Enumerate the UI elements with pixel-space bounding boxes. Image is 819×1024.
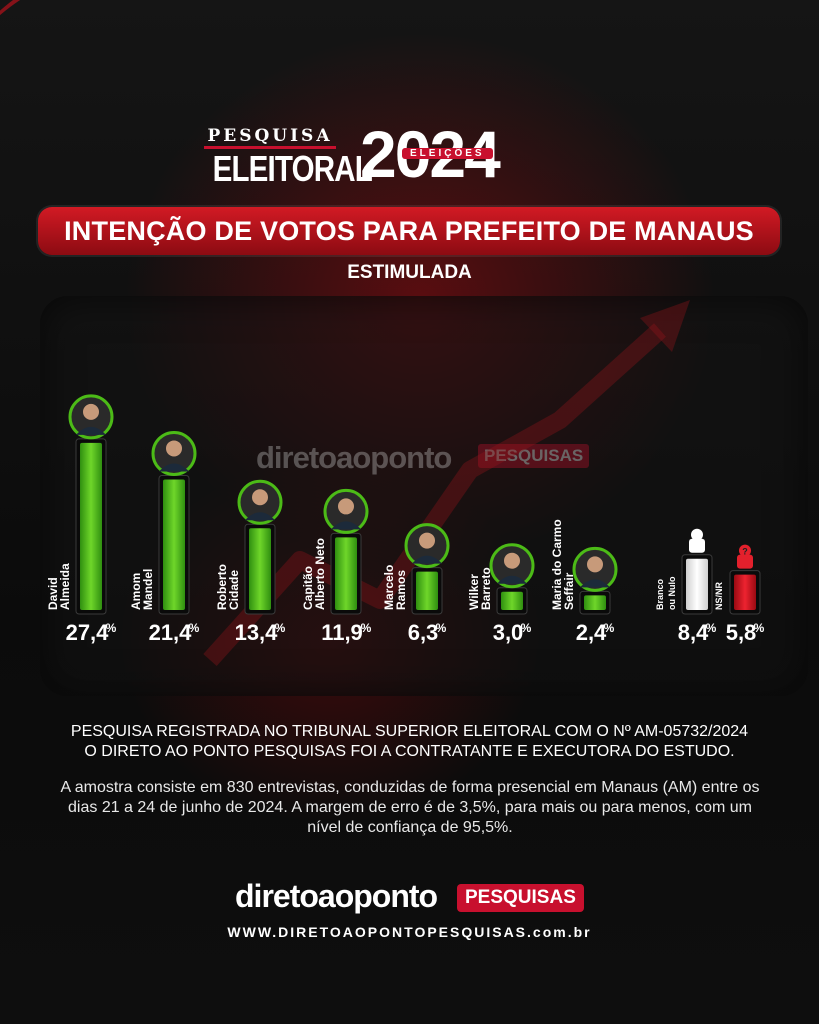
question-mark: ? bbox=[742, 547, 748, 557]
avatar-face bbox=[504, 552, 520, 569]
candidate-name-label: Barreto bbox=[479, 567, 493, 610]
avatar-body bbox=[412, 555, 442, 564]
avatar-body bbox=[331, 521, 361, 530]
watermark-logo: diretoaoponto PESQUISAS bbox=[256, 440, 616, 476]
value-label: 27,4 bbox=[66, 620, 110, 645]
watermark-text: diretoaoponto bbox=[256, 440, 452, 475]
candidate-name-label: Alberto Neto bbox=[313, 538, 327, 610]
header-pesquisa: PESQUISA bbox=[207, 126, 333, 146]
value-label: 13,4 bbox=[235, 620, 279, 645]
watermark-badge: PESQUISAS bbox=[478, 444, 590, 468]
trend-arrowhead-decor bbox=[640, 300, 690, 352]
bar bbox=[80, 442, 102, 610]
avatar-body bbox=[245, 512, 275, 521]
percent-unit: % bbox=[275, 621, 286, 635]
candidate-name-label: Wilker bbox=[467, 574, 481, 610]
percent-unit: % bbox=[754, 621, 765, 635]
value-label: 3,0 bbox=[493, 620, 524, 645]
avatar-face bbox=[166, 440, 182, 457]
bar bbox=[249, 528, 271, 610]
avatar-face bbox=[419, 532, 435, 549]
percent-unit: % bbox=[436, 621, 447, 635]
value-label: 8,4 bbox=[678, 620, 709, 645]
candidate-name-label: Branco bbox=[655, 578, 665, 610]
candidate-name-label: Capitão bbox=[301, 566, 315, 610]
avatar-body bbox=[497, 575, 527, 584]
bar bbox=[734, 574, 756, 610]
avatar-face bbox=[252, 489, 268, 506]
ballot-neck bbox=[689, 538, 705, 553]
candidate-name-label: David bbox=[46, 577, 60, 610]
avatar-face bbox=[587, 556, 603, 573]
ballot-head bbox=[739, 544, 751, 557]
percent-unit: % bbox=[189, 621, 200, 635]
value-label: 2,4 bbox=[576, 620, 607, 645]
value-label: 21,4 bbox=[149, 620, 193, 645]
candidate-name-label: Mandel bbox=[141, 569, 155, 610]
website-url[interactable]: WWW.DIRETOAOPONTOPESQUISAS.com.br bbox=[227, 924, 592, 940]
chart-subtitle: ESTIMULADA bbox=[347, 262, 472, 283]
percent-unit: % bbox=[361, 621, 372, 635]
candidate-name-label: Amom bbox=[129, 573, 143, 610]
header-logo: PESQUISA ELEITORAL 2024 ELEIÇÕES bbox=[200, 117, 580, 191]
bar bbox=[416, 571, 438, 610]
methodology-note: A amostra consiste em 830 entrevistas, c… bbox=[60, 779, 760, 836]
candidate-name-label: Roberto bbox=[215, 564, 229, 610]
bar bbox=[686, 558, 708, 610]
value-label: 6,3 bbox=[408, 620, 439, 645]
avatar-body bbox=[580, 579, 610, 588]
bar bbox=[163, 479, 185, 610]
percent-unit: % bbox=[706, 621, 717, 635]
percent-unit: % bbox=[106, 621, 117, 635]
candidate-name-label: NS/NR bbox=[714, 581, 724, 610]
bar bbox=[584, 595, 606, 610]
ballot-head bbox=[691, 528, 703, 541]
avatar-face bbox=[338, 498, 354, 515]
candidate-name-label: Seffair bbox=[562, 572, 576, 610]
brand-text: diretoaoponto bbox=[235, 878, 438, 914]
tse-registration: PESQUISA REGISTRADA NO TRIBUNAL SUPERIOR… bbox=[70, 723, 749, 740]
avatar-body bbox=[76, 426, 106, 435]
percent-unit: % bbox=[521, 621, 532, 635]
chart-title: INTENÇÃO DE VOTOS PARA PREFEITO DE MANAU… bbox=[38, 207, 780, 255]
contractor-note: O DIRETO AO PONTO PESQUISAS FOI A CONTRA… bbox=[84, 743, 735, 760]
candidate-name-label: Ramos bbox=[394, 570, 408, 610]
avatar-body bbox=[159, 463, 189, 472]
brand-badge: PESQUISAS bbox=[457, 884, 584, 912]
bar bbox=[335, 537, 357, 610]
bar-chart: DavidAlmeida27,4%AmomMandel21,4%RobertoC… bbox=[46, 300, 765, 667]
avatar-face bbox=[83, 403, 99, 420]
percent-unit: % bbox=[604, 621, 615, 635]
value-label: 11,9 bbox=[321, 620, 363, 645]
ballot-neck bbox=[737, 554, 753, 569]
brand-logo: diretoaoponto PESQUISAS bbox=[235, 876, 595, 916]
candidate-name-label: Marcelo bbox=[382, 565, 396, 610]
candidate-name-label: Cidade bbox=[227, 570, 241, 610]
value-label: 5,8 bbox=[726, 620, 757, 645]
candidate-name-label: Almeida bbox=[58, 563, 72, 610]
header-eleicoes-badge: ELEIÇÕES bbox=[402, 148, 493, 159]
candidate-name-label: Maria do Carmo bbox=[550, 519, 564, 610]
header-divider bbox=[204, 146, 336, 149]
bar bbox=[501, 591, 523, 610]
candidate-name-label: ou Nulo bbox=[667, 576, 677, 610]
